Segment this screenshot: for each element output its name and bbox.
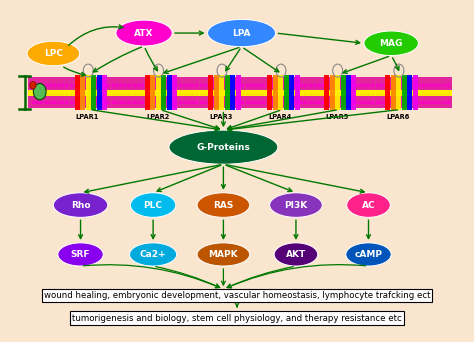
Text: LPAR3: LPAR3 [210,114,233,119]
Text: LPC: LPC [44,49,63,58]
Text: ATX: ATX [134,28,154,38]
Bar [396,75,401,110]
Bar [324,75,329,110]
Bar [407,75,412,110]
Text: LPAR2: LPAR2 [146,114,169,119]
Text: G-Proteins: G-Proteins [196,143,250,152]
Text: LPAR1: LPAR1 [76,114,99,119]
Ellipse shape [364,31,419,55]
Ellipse shape [33,83,46,100]
Bar [289,75,294,110]
Bar [295,75,300,110]
Bar [273,75,278,110]
Bar [28,96,452,108]
Bar [80,75,85,110]
Bar [329,75,335,110]
Bar [391,75,396,110]
Bar [86,75,91,110]
Ellipse shape [270,193,322,217]
Bar [173,75,177,110]
Text: LPA: LPA [232,28,251,38]
Bar [167,75,172,110]
Bar [267,75,273,110]
Ellipse shape [130,193,176,217]
Bar [225,75,230,110]
Bar [346,75,351,110]
Bar [28,77,452,90]
Bar [236,75,241,110]
Text: wound healing, embryonic development, vascular homeostasis, lymphocyte trafcking: wound healing, embryonic development, va… [44,291,430,300]
Bar [335,75,340,110]
Bar [214,75,219,110]
Ellipse shape [27,41,80,66]
Bar [385,75,390,110]
Ellipse shape [30,81,36,89]
Bar [278,75,283,110]
Bar [156,75,161,110]
Ellipse shape [54,193,108,217]
Ellipse shape [197,243,250,266]
Bar [102,75,107,110]
Ellipse shape [58,243,103,266]
Text: tumorigenesis and biology, stem cell physiology, and therapy resistance etc: tumorigenesis and biology, stem cell phy… [72,314,402,323]
Ellipse shape [197,193,250,217]
Text: AKT: AKT [286,250,306,259]
Ellipse shape [274,243,318,266]
Ellipse shape [347,193,390,217]
Text: PI3K: PI3K [284,200,308,210]
Text: LPAR4: LPAR4 [268,114,292,119]
Text: MAG: MAG [380,39,403,48]
Text: AC: AC [362,200,375,210]
Ellipse shape [116,20,172,46]
Text: RAS: RAS [213,200,234,210]
Text: Rho: Rho [71,200,91,210]
Text: MAPK: MAPK [209,250,238,259]
Bar [230,75,236,110]
Text: cAMP: cAMP [355,250,383,259]
Text: SRF: SRF [71,250,91,259]
Bar [402,75,407,110]
Ellipse shape [208,19,275,47]
Bar [340,75,346,110]
Bar [209,75,213,110]
Bar [219,75,224,110]
Text: LPAR5: LPAR5 [325,114,348,119]
Text: PLC: PLC [144,200,163,210]
Ellipse shape [346,243,391,266]
Bar [284,75,289,110]
Ellipse shape [129,243,177,266]
Bar [97,75,101,110]
Text: Ca2+: Ca2+ [140,250,166,259]
Bar [413,75,418,110]
Bar [352,75,356,110]
Bar [28,77,452,108]
Text: LPAR6: LPAR6 [386,114,410,119]
Bar [91,75,96,110]
Bar [162,75,166,110]
Bar [145,75,150,110]
Ellipse shape [169,130,278,164]
Bar [75,75,80,110]
Bar [150,75,155,110]
